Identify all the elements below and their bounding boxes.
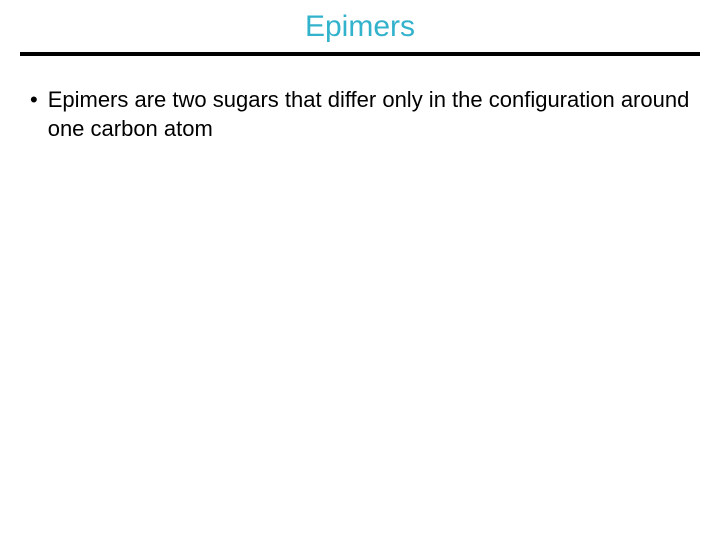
bullet-marker: •	[30, 86, 38, 115]
slide-title-area: Epimers	[0, 0, 720, 52]
bullet-item: • Epimers are two sugars that differ onl…	[30, 86, 690, 143]
slide-title: Epimers	[0, 10, 720, 44]
bullet-text: Epimers are two sugars that differ only …	[48, 86, 690, 143]
slide-content: • Epimers are two sugars that differ onl…	[0, 56, 720, 143]
